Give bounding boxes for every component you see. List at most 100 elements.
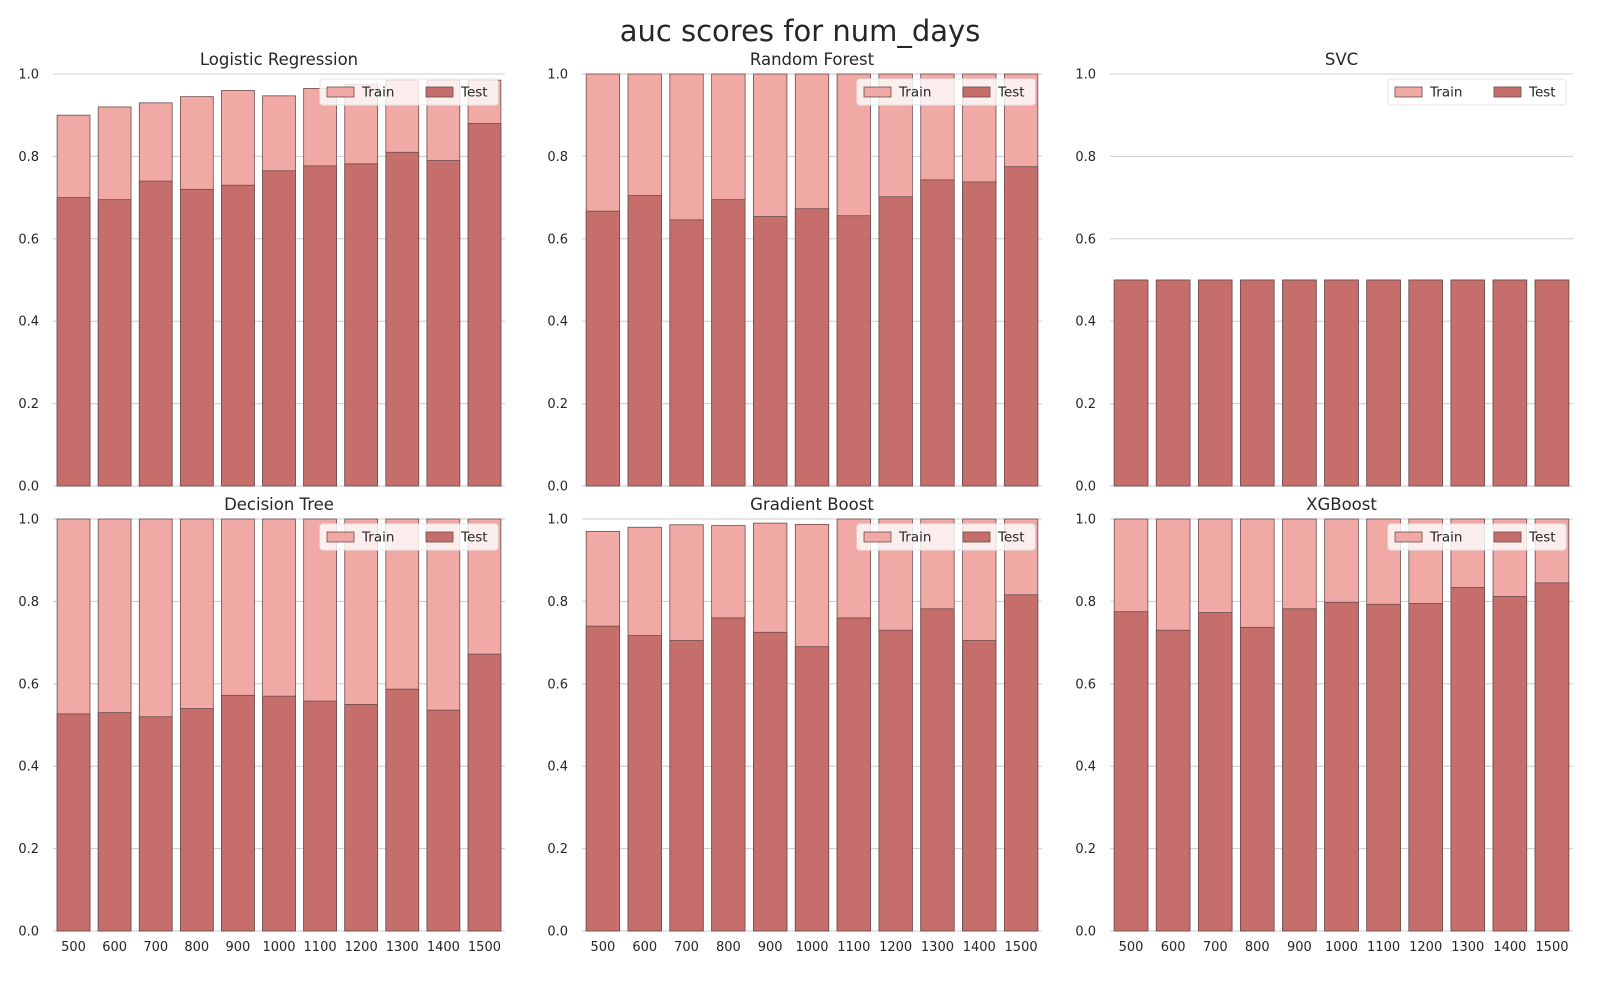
legend-label-test: Test	[1528, 85, 1556, 101]
bar-test	[627, 195, 662, 487]
y-tick-label: 0.6	[1075, 677, 1096, 692]
y-tick-label: 0.6	[18, 232, 39, 247]
legend-label-test: Test	[997, 530, 1025, 546]
y-tick-label: 0.2	[1075, 397, 1096, 412]
legend: Train Test	[856, 523, 1036, 551]
bar-test	[56, 713, 91, 932]
bar-test	[920, 608, 955, 932]
x-tick-label: 600	[102, 940, 127, 955]
bar-test	[794, 208, 830, 487]
subplot-1: 0.0 0.2 0.4 0.6 0.8 1.0 Random Forest Train Test	[547, 50, 1042, 495]
legend-swatch-test	[1493, 86, 1522, 98]
x-tick-label: 1500	[1535, 940, 1568, 955]
y-tick-label: 0.4	[1075, 315, 1096, 330]
x-tick-label: 1400	[963, 940, 996, 955]
legend-swatch-train	[1394, 86, 1423, 98]
y-tick-label: 1.0	[547, 68, 568, 83]
bar-test	[585, 625, 621, 932]
y-tick-label: 0.6	[1075, 232, 1096, 247]
legend: Train Test	[1387, 78, 1567, 106]
legend-swatch-test	[425, 531, 454, 543]
bar-test	[138, 716, 173, 932]
x-tick-label: 1200	[879, 940, 912, 955]
bar-test	[1492, 279, 1528, 487]
y-tick-label: 0.8	[18, 595, 39, 610]
bar-test	[1408, 279, 1443, 487]
legend-box	[856, 523, 1036, 551]
legend-swatch-test	[962, 531, 991, 543]
subplot-title: XGBoost	[1306, 495, 1377, 514]
bar-test	[1366, 279, 1401, 487]
legend-swatch-train	[326, 86, 355, 98]
bar-test	[221, 184, 255, 487]
subplot-title: Logistic Regression	[200, 50, 358, 69]
bar-test	[221, 694, 255, 932]
y-tick-label: 0.8	[547, 150, 568, 165]
legend-swatch-train	[326, 531, 355, 543]
bar-test	[711, 199, 746, 487]
y-tick-label: 1.0	[1075, 68, 1096, 83]
x-tick-label: 1400	[427, 940, 460, 955]
y-tick-label: 0.8	[1075, 150, 1096, 165]
x-tick-label: 900	[758, 940, 783, 955]
bar-test	[385, 688, 420, 932]
bar-test	[1197, 612, 1233, 932]
bar-test	[1240, 279, 1275, 487]
x-tick-label: 1100	[1367, 940, 1400, 955]
y-tick-label: 0.6	[18, 677, 39, 692]
legend-label-train: Train	[361, 85, 394, 101]
y-tick-label: 0.2	[18, 842, 39, 857]
x-tick-label: 600	[632, 940, 657, 955]
x-tick-label: 900	[225, 940, 250, 955]
subplot-title: SVC	[1325, 50, 1358, 69]
legend: Train Test	[319, 523, 499, 551]
subplot-title: Decision Tree	[224, 495, 334, 514]
x-tick-label: 800	[1245, 940, 1270, 955]
legend-swatch-train	[863, 86, 892, 98]
y-tick-label: 0.4	[547, 760, 568, 775]
bar-test	[56, 197, 91, 487]
x-tick-label: 1000	[262, 940, 295, 955]
legend-box	[856, 78, 1036, 106]
bar-test	[878, 629, 913, 932]
bar-test	[1534, 279, 1570, 487]
x-tick-label: 1200	[345, 940, 378, 955]
x-tick-label: 1200	[1409, 940, 1442, 955]
y-tick-label: 0.2	[547, 397, 568, 412]
legend-box	[1387, 523, 1567, 551]
x-tick-label: 1400	[1493, 940, 1526, 955]
bar-test	[262, 695, 296, 932]
bar-test	[1324, 279, 1359, 487]
subplot-5: 0.0 0.2 0.4 0.6 0.8 1.0 500 600 700 800 900 1000 110…	[1075, 495, 1573, 955]
y-tick-label: 1.0	[18, 513, 39, 528]
bar-test	[1324, 601, 1359, 932]
y-tick-label: 0.0	[547, 480, 568, 495]
bar-test	[179, 708, 214, 932]
bar-test	[1113, 611, 1149, 932]
subplot-3: 0.0 0.2 0.4 0.6 0.8 1.0 500 600 700 800 900 1000 110…	[18, 495, 505, 955]
bar-test	[1450, 279, 1486, 487]
y-tick-label: 0.8	[18, 150, 39, 165]
x-tick-label: 500	[1119, 940, 1144, 955]
legend-label-train: Train	[1429, 530, 1462, 546]
x-tick-label: 1100	[304, 940, 337, 955]
y-tick-label: 1.0	[1075, 513, 1096, 528]
y-tick-label: 0.2	[18, 397, 39, 412]
legend-label-train: Train	[361, 530, 394, 546]
y-tick-label: 0.0	[1075, 925, 1096, 940]
bar-test	[467, 653, 502, 932]
bar-test	[1366, 603, 1401, 932]
x-tick-label: 1300	[386, 940, 419, 955]
legend-box	[1387, 78, 1567, 106]
bar-test	[1492, 596, 1528, 932]
legend-label-train: Train	[898, 85, 931, 101]
legend-label-test: Test	[460, 530, 488, 546]
legend-box	[319, 523, 499, 551]
x-tick-label: 800	[184, 940, 209, 955]
legend-swatch-test	[1493, 531, 1522, 543]
bar-test	[467, 123, 502, 487]
bar-test	[1408, 603, 1443, 932]
legend-label-test: Test	[997, 85, 1025, 101]
